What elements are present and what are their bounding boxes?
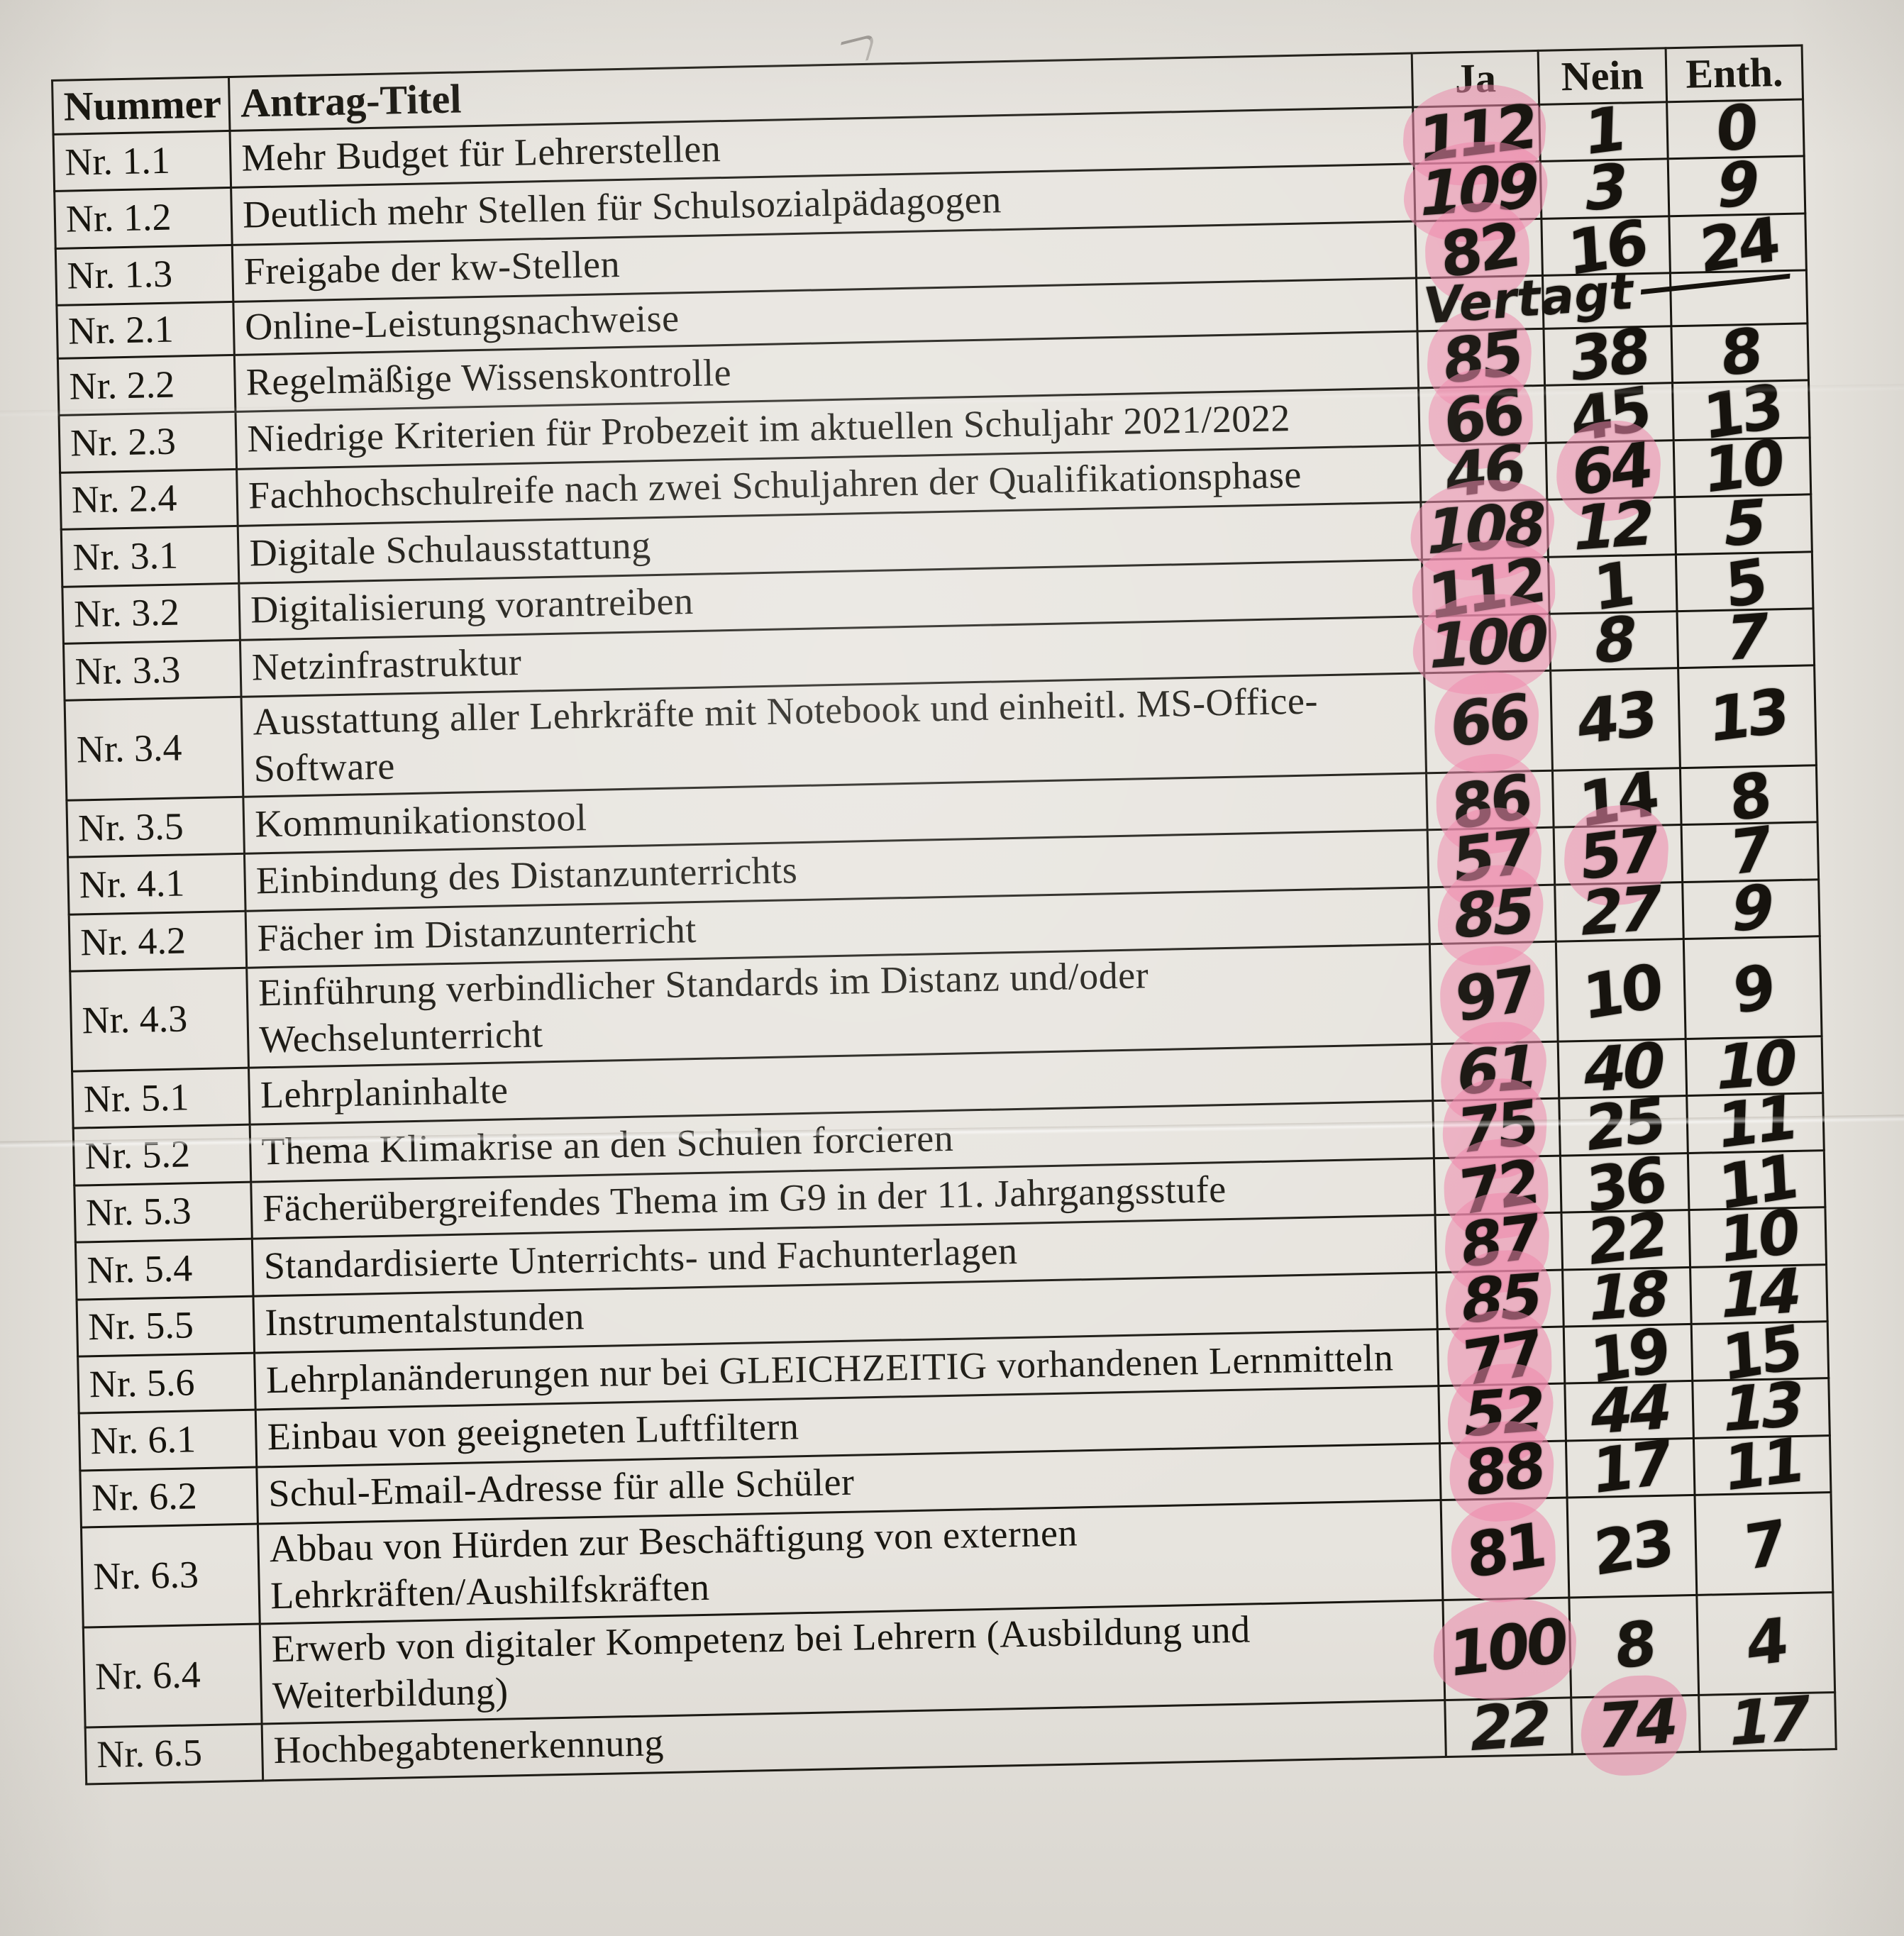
- ja-count: 85: [1448, 875, 1537, 953]
- ja-count: 88: [1463, 1429, 1544, 1511]
- antrag-nummer: Nr. 3.1: [61, 526, 240, 587]
- nein-count: 8: [1613, 1607, 1655, 1684]
- antrag-nummer: Nr. 4.2: [69, 911, 247, 972]
- scanned-sheet: Nummer Antrag-Titel Ja Nein Enth. Nr. 1.…: [51, 44, 1837, 1785]
- antrag-nummer: Nr. 5.6: [77, 1353, 256, 1414]
- enth-count: 9: [1726, 871, 1776, 946]
- nein-count: 23: [1591, 1507, 1673, 1591]
- enth-cell: 13: [1678, 665, 1817, 768]
- antrag-nummer: Nr. 6.5: [85, 1723, 263, 1784]
- enth-cell: 9: [1683, 936, 1822, 1039]
- antrag-nummer: Nr. 5.2: [73, 1124, 252, 1185]
- antrag-nummer: Nr. 1.2: [54, 187, 233, 249]
- ja-count: 66: [1449, 680, 1529, 763]
- enth-count: 9: [1732, 951, 1774, 1029]
- nein-cell: 38: [1543, 315, 1673, 396]
- antrag-nummer: Nr. 2.1: [56, 302, 235, 359]
- antrag-nummer: Nr. 2.3: [59, 411, 237, 473]
- enth-cell: 9: [1682, 871, 1820, 946]
- nein-cell: 8: [1549, 603, 1678, 678]
- antrag-nummer: Nr. 6.2: [79, 1466, 258, 1528]
- antrag-nummer: Nr. 5.1: [72, 1068, 250, 1129]
- enth-count: 17: [1723, 1682, 1812, 1761]
- antrag-nummer: Nr. 3.2: [62, 582, 240, 644]
- enth-cell: 4: [1697, 1592, 1835, 1695]
- antrag-nummer: Nr. 3.5: [66, 797, 245, 858]
- nein-count: 12: [1566, 487, 1656, 565]
- enth-cell: 17: [1698, 1682, 1837, 1761]
- enth-count: 13: [1707, 675, 1788, 758]
- nein-cell: 18: [1562, 1258, 1692, 1335]
- nein-count: 74: [1590, 1685, 1681, 1763]
- antrag-nummer: Nr. 5.5: [77, 1295, 255, 1357]
- header-nummer: Nummer: [52, 77, 231, 135]
- nein-count: 27: [1574, 873, 1664, 951]
- nein-cell: 10: [1555, 939, 1686, 1042]
- ja-count: 81: [1464, 1509, 1546, 1593]
- antrag-nummer: Nr. 4.1: [67, 853, 246, 915]
- enth-cell: 7: [1695, 1492, 1833, 1595]
- enth-cell: 11: [1693, 1424, 1831, 1506]
- ja-count: 22: [1464, 1688, 1554, 1766]
- ja-cell: Vertagt: [1416, 262, 1637, 336]
- ja-cell: 82: [1415, 209, 1542, 292]
- enth-count: 7: [1720, 600, 1771, 675]
- nein-count: 10: [1580, 951, 1661, 1035]
- enth-count: 4: [1745, 1604, 1787, 1681]
- enth-count: 7: [1742, 1507, 1786, 1585]
- antrag-nummer: Nr. 4.3: [70, 968, 249, 1072]
- ja-cell: 88: [1439, 1429, 1567, 1511]
- vote-results-table: Nummer Antrag-Titel Ja Nein Enth. Nr. 1.…: [51, 44, 1837, 1785]
- ja-count: 100: [1448, 1605, 1566, 1692]
- nein-count: 17: [1590, 1426, 1671, 1508]
- enth-cell: 14: [1690, 1255, 1828, 1332]
- enth-cell: 5: [1675, 486, 1812, 562]
- ja-count: 97: [1453, 953, 1534, 1037]
- enth-cell: 9: [1668, 148, 1805, 223]
- enth-cell: 11: [1686, 1082, 1825, 1163]
- ja-cell: 22: [1445, 1688, 1572, 1766]
- enth-count: 5: [1718, 486, 1769, 562]
- antrag-nummer: Nr. 6.4: [83, 1623, 262, 1727]
- nein-cell: 43: [1550, 668, 1681, 771]
- antrag-nummer: Nr. 1.1: [53, 131, 231, 192]
- ja-cell: 81: [1441, 1498, 1569, 1600]
- antrag-nummer: Nr. 5.3: [74, 1181, 253, 1243]
- antrag-nummer: Nr. 6.1: [79, 1410, 258, 1471]
- antrag-nummer: Nr. 6.3: [81, 1524, 260, 1627]
- table-body: Nr. 1.1 Mehr Budget für Lehrerstellen 11…: [53, 90, 1837, 1784]
- nein-cell: 74: [1571, 1685, 1700, 1763]
- enth-count: 11: [1722, 1424, 1803, 1506]
- antrag-nummer: Nr. 2.2: [57, 355, 236, 416]
- nein-cell: 27: [1554, 873, 1684, 951]
- nein-cell: 12: [1546, 487, 1676, 565]
- ja-count: 100: [1422, 602, 1551, 684]
- antrag-nummer: Nr. 5.4: [75, 1239, 254, 1300]
- nein-cell: 3: [1539, 151, 1670, 226]
- ja-cell: 100: [1422, 602, 1551, 684]
- ja-cell: 85: [1429, 875, 1556, 953]
- antrag-nummer: Nr. 3.3: [63, 640, 242, 701]
- ja-cell: 100: [1443, 1597, 1571, 1700]
- nein-cell: 23: [1566, 1495, 1698, 1598]
- enth-cell: 8: [1671, 314, 1809, 391]
- antrag-nummer: Nr. 3.4: [65, 697, 244, 801]
- enth-cell: 7: [1677, 600, 1815, 675]
- nein-count: 43: [1575, 677, 1655, 760]
- antrag-nummer: Nr. 1.3: [55, 245, 234, 306]
- antrag-nummer: Nr. 2.4: [60, 469, 238, 530]
- nein-count: 8: [1588, 603, 1639, 678]
